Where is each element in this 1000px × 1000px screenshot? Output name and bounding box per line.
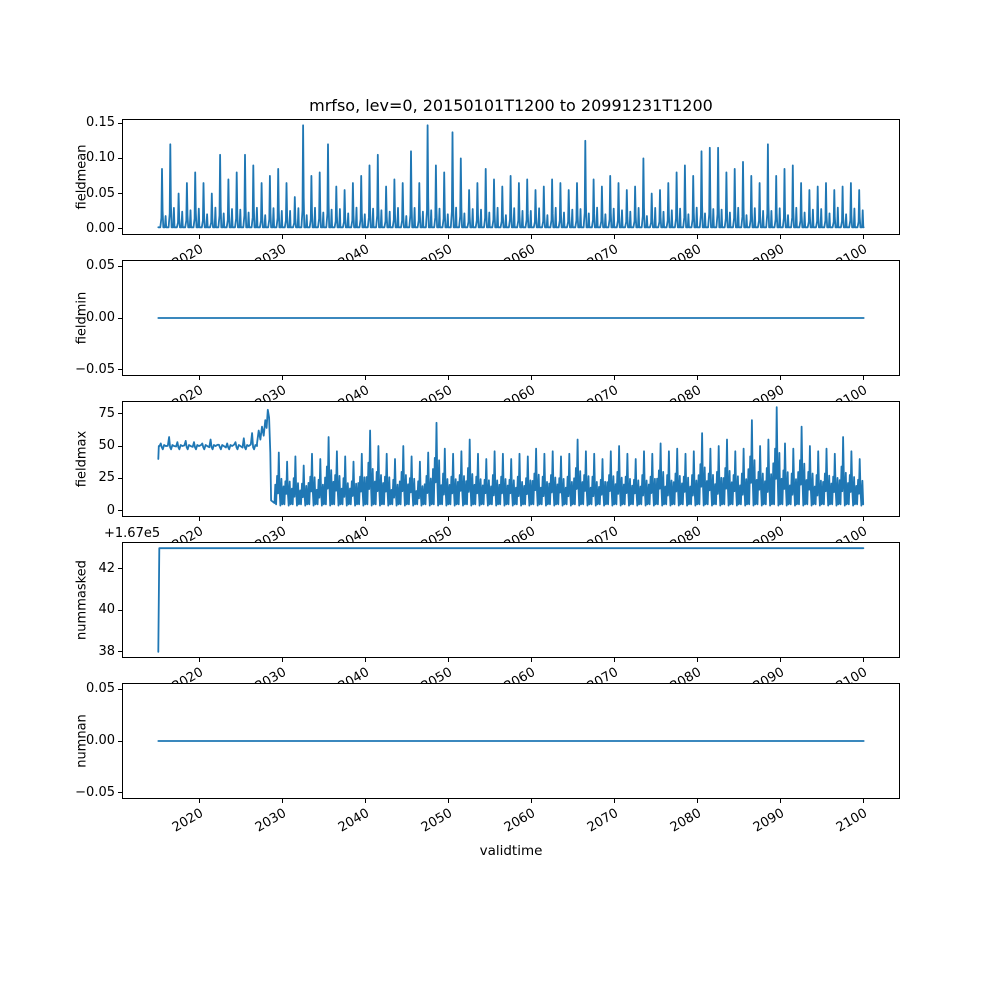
- x-tick-mark: [863, 235, 865, 239]
- x-tick-mark: [697, 658, 699, 662]
- x-tick-mark: [531, 658, 533, 662]
- y-tick-mark: [118, 609, 122, 611]
- y-tick-mark: [118, 792, 122, 794]
- x-tick-mark: [199, 376, 201, 380]
- x-tick-mark: [697, 376, 699, 380]
- y-tick-mark: [118, 445, 122, 447]
- panel-fieldmax: [122, 401, 900, 517]
- x-tick-mark: [448, 517, 450, 521]
- x-tick-mark: [365, 517, 367, 521]
- x-tick-mark: [697, 517, 699, 521]
- y-axis-label-fieldmax: fieldmax: [74, 430, 90, 488]
- x-tick-mark: [780, 799, 782, 803]
- y-tick-label: 40: [98, 602, 115, 618]
- y-tick-mark: [118, 265, 122, 267]
- x-tick-mark: [780, 235, 782, 239]
- y-tick-label: −0.05: [75, 361, 115, 377]
- x-tick-mark: [199, 517, 201, 521]
- y-tick-mark: [118, 122, 122, 124]
- x-tick-mark: [863, 658, 865, 662]
- x-tick-mark: [199, 658, 201, 662]
- series-line-nummasked: [157, 547, 865, 653]
- x-tick-mark: [863, 799, 865, 803]
- y-axis-label-numnan: numnan: [74, 714, 90, 768]
- x-tick-mark: [863, 376, 865, 380]
- x-tick-mark: [531, 517, 533, 521]
- x-tick-mark: [282, 658, 284, 662]
- x-tick-mark: [448, 235, 450, 239]
- y-tick-mark: [118, 413, 122, 415]
- series-line-fieldmean: [157, 124, 865, 229]
- y-tick-label: 0.05: [86, 258, 115, 274]
- y-tick-label: 0.00: [86, 220, 115, 236]
- y-tick-label: 0.15: [86, 115, 115, 131]
- x-tick-mark: [531, 376, 533, 380]
- x-tick-mark: [448, 799, 450, 803]
- x-tick-mark: [365, 799, 367, 803]
- series-line-fieldmin: [157, 317, 865, 319]
- x-tick-mark: [614, 517, 616, 521]
- y-tick-label: 0.00: [86, 733, 115, 748]
- x-tick-mark: [448, 658, 450, 662]
- x-tick-mark: [697, 799, 699, 803]
- y-tick-mark: [118, 740, 122, 742]
- x-tick-mark: [448, 376, 450, 380]
- x-tick-mark: [365, 658, 367, 662]
- y-tick-mark: [118, 477, 122, 479]
- y-tick-mark: [118, 317, 122, 319]
- y-tick-label: 0.05: [86, 681, 115, 697]
- x-tick-mark: [614, 658, 616, 662]
- y-tick-mark: [118, 510, 122, 512]
- panel-numnan: [122, 683, 900, 799]
- y-axis-label-nummasked: nummasked: [74, 560, 90, 640]
- series-line-fieldmax: [157, 406, 865, 507]
- y-tick-mark: [118, 157, 122, 159]
- x-tick-mark: [780, 658, 782, 662]
- x-tick-mark: [199, 235, 201, 239]
- x-tick-mark: [282, 799, 284, 803]
- x-tick-mark: [863, 517, 865, 521]
- y-tick-label: 38: [98, 643, 115, 659]
- x-tick-mark: [282, 376, 284, 380]
- x-tick-mark: [531, 799, 533, 803]
- y-tick-mark: [118, 651, 122, 653]
- y-tick-label: −0.05: [75, 784, 115, 800]
- y-tick-label: 75: [98, 405, 115, 421]
- series-line-numnan: [157, 740, 865, 742]
- y-axis-label-fieldmin: fieldmin: [74, 291, 90, 345]
- panel-fieldmean: [122, 119, 900, 235]
- x-tick-mark: [365, 235, 367, 239]
- y-tick-label: 0: [106, 502, 115, 518]
- y-tick-mark: [118, 688, 122, 690]
- y-tick-label: 42: [98, 560, 115, 576]
- chart-title: mrfso, lev=0, 20150101T1200 to 20991231T…: [309, 96, 713, 115]
- y-axis-offset-text: +1.67e5: [104, 526, 161, 541]
- x-tick-mark: [614, 235, 616, 239]
- y-tick-mark: [118, 228, 122, 230]
- x-tick-mark: [697, 235, 699, 239]
- panel-fieldmin: [122, 260, 900, 376]
- x-axis-label: validtime: [479, 843, 543, 859]
- y-tick-label: 0.00: [86, 310, 115, 325]
- y-tick-mark: [118, 193, 122, 194]
- x-tick-mark: [531, 235, 533, 239]
- y-tick-label: 0.10: [86, 150, 115, 166]
- y-tick-mark: [118, 568, 122, 570]
- panel-nummasked: [122, 542, 900, 658]
- x-tick-mark: [780, 517, 782, 521]
- y-tick-mark: [118, 369, 122, 371]
- y-tick-label: 25: [98, 470, 115, 486]
- y-tick-label: 50: [98, 438, 115, 453]
- x-tick-mark: [282, 235, 284, 239]
- x-tick-mark: [199, 799, 201, 803]
- x-tick-mark: [282, 517, 284, 521]
- x-tick-mark: [614, 799, 616, 803]
- y-tick-label: 0.05: [86, 185, 115, 201]
- x-tick-mark: [365, 376, 367, 380]
- x-tick-mark: [780, 376, 782, 380]
- x-tick-mark: [614, 376, 616, 380]
- y-axis-label-fieldmean: fieldmean: [74, 144, 90, 210]
